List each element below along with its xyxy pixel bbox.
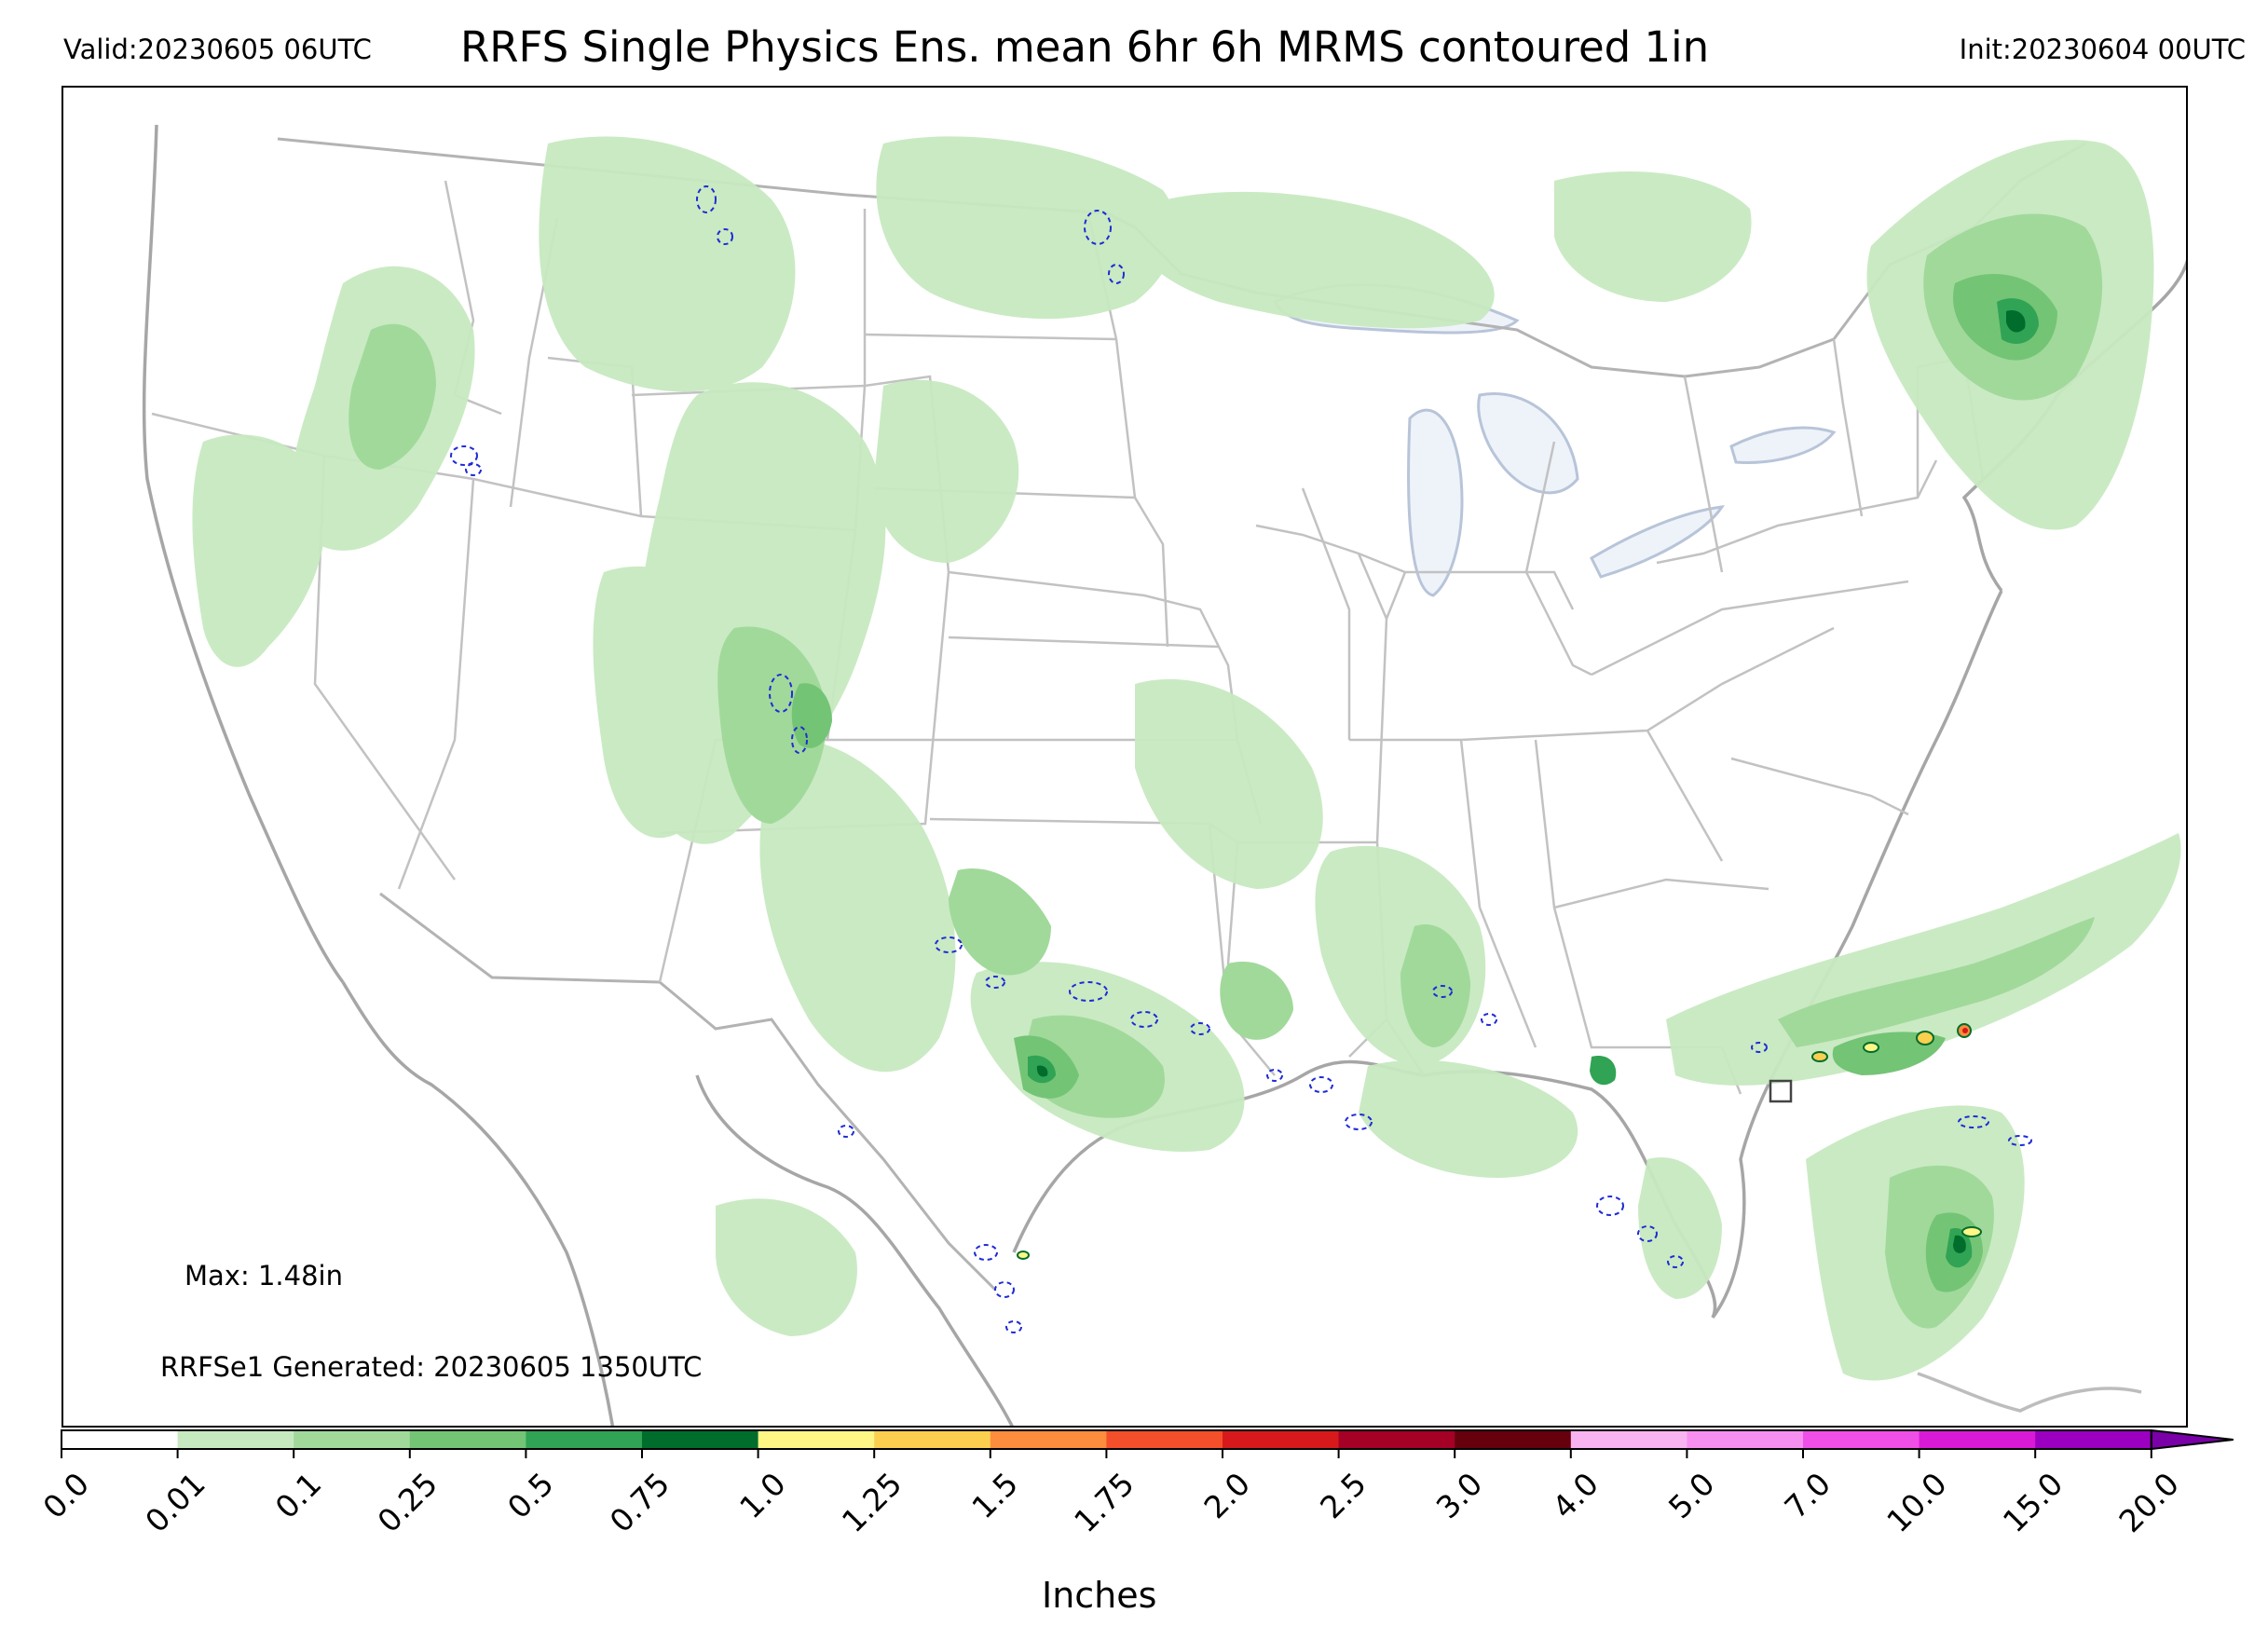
colorbar-tick-label: 0.75	[603, 1466, 677, 1540]
colorbar-label: Inches	[1042, 1575, 1157, 1616]
lake-erie	[1590, 505, 1726, 579]
precip-max-cores	[1017, 1023, 1982, 1260]
colorbar-tick-label: 7.0	[1778, 1466, 1838, 1526]
colorbar-swatch	[1455, 1430, 1572, 1449]
colorbar-extend-arrow	[2150, 1428, 2234, 1451]
colorbar-swatch	[177, 1430, 294, 1449]
great-lakes	[1272, 283, 1837, 597]
colorbar-tick-label: 1.5	[964, 1466, 1025, 1526]
colorbar-tick-label: 15.0	[1996, 1466, 2070, 1540]
colorbar-swatch	[294, 1430, 411, 1449]
colorbar-swatch	[1223, 1430, 1340, 1449]
colorbar-swatch	[758, 1430, 875, 1449]
map-canvas	[142, 124, 2186, 1426]
colorbar-tick-label: 20.0	[2111, 1466, 2186, 1540]
colorbar-tick-label: 0.5	[500, 1466, 561, 1526]
colorbar-tick-label: 2.5	[1313, 1466, 1373, 1526]
mrms-1in-contours	[450, 185, 2032, 1333]
colorbar: 0.0 0.01 0.1 0.25 0.5 0.75 1.0 1.25 1.5 1.75 2.0 2.…	[36, 1428, 2234, 1540]
init-time: Init:20230604 00UTC	[1959, 34, 2246, 65]
colorbar-swatch	[1338, 1430, 1455, 1449]
map-panel: Max: 1.48in RRFSe1 Generated: 20230605 1…	[61, 86, 2188, 1428]
colorbar-swatch	[1919, 1430, 2036, 1449]
lake-ontario	[1729, 426, 1837, 464]
colorbar-swatch	[1106, 1430, 1223, 1449]
colorbar-swatch	[1803, 1430, 1920, 1449]
chart-title: RRFS Single Physics Ens. mean 6hr 6h MRM…	[460, 22, 1710, 72]
colorbar-swatch	[990, 1430, 1107, 1449]
precip-light	[192, 136, 2181, 1381]
colorbar-tick-label: 1.75	[1067, 1466, 1141, 1540]
generated-note: RRFSe1 Generated: 20230605 1350UTC	[160, 1351, 703, 1383]
colorbar-swatch	[409, 1430, 526, 1449]
colorbar-tick-label: 0.01	[138, 1466, 212, 1540]
colorbar-tick-label: 2.0	[1197, 1466, 1258, 1526]
colorbar-tick-label: 1.0	[732, 1466, 793, 1526]
colorbar-tick-label: 10.0	[1879, 1466, 1954, 1540]
colorbar-tick-label: 4.0	[1545, 1466, 1605, 1526]
lake-michigan	[1407, 408, 1464, 597]
colorbar-tick-label: 3.0	[1429, 1466, 1490, 1526]
colorbar-swatch	[526, 1430, 643, 1449]
colorbar-swatch	[2035, 1430, 2152, 1449]
colorbar-swatch	[642, 1430, 759, 1449]
colorbar-swatch	[874, 1430, 991, 1449]
colorbar-tick-label: 0.25	[370, 1466, 444, 1540]
precip-darkest	[1036, 310, 2026, 1253]
colorbar-tick-label: 0.0	[36, 1466, 97, 1526]
colorbar-swatch	[61, 1430, 179, 1449]
colorbar-swatch	[1687, 1430, 1804, 1449]
valid-time: Valid:20230605 06UTC	[63, 34, 372, 65]
max-value-note: Max: 1.48in	[184, 1260, 343, 1292]
colorbar-tick-label: 5.0	[1661, 1466, 1722, 1526]
precip-field	[192, 136, 2181, 1381]
colorbar-tick-label: 1.25	[835, 1466, 909, 1540]
coastlines	[142, 124, 2186, 1426]
lake-huron	[1477, 392, 1579, 495]
colorbar-swatch	[1570, 1430, 1687, 1449]
colorbar-tick-label: 0.1	[268, 1466, 329, 1526]
